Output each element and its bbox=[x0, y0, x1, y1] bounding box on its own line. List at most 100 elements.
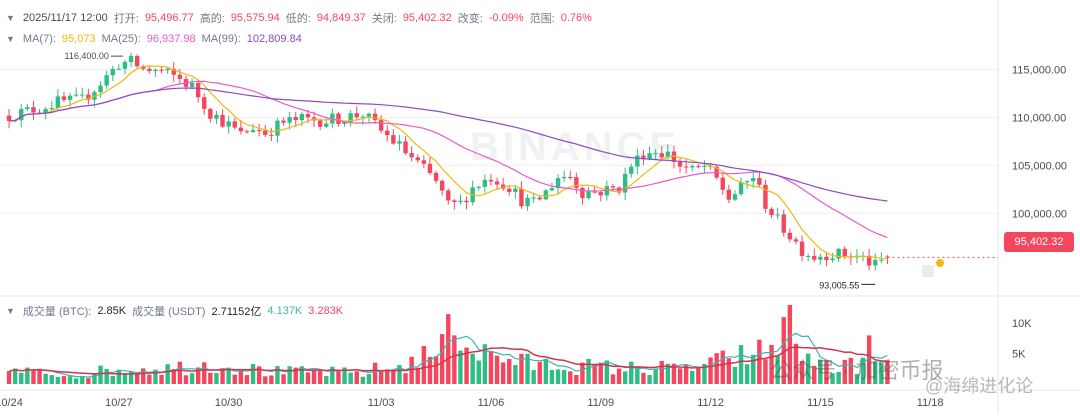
candle-up bbox=[214, 114, 219, 119]
volume-bar-down bbox=[885, 360, 890, 384]
ma25-label: MA(25): bbox=[101, 33, 141, 45]
volume-bar-down bbox=[238, 369, 244, 384]
range-label: 范围: bbox=[529, 13, 555, 25]
volume-bar-up bbox=[360, 376, 366, 384]
candle-down bbox=[537, 197, 542, 200]
candle-down bbox=[574, 177, 579, 188]
volume-bar-up bbox=[275, 366, 280, 384]
candle-down bbox=[568, 177, 573, 179]
volume-bar-down bbox=[726, 358, 732, 384]
volume-bar-down bbox=[385, 369, 390, 384]
volume-bar-down bbox=[409, 356, 414, 384]
volume-bar-down bbox=[464, 347, 469, 384]
candle-up bbox=[55, 96, 61, 108]
volume-bar-down bbox=[787, 305, 793, 384]
volume-bar-down bbox=[86, 378, 91, 384]
candle-down bbox=[519, 188, 524, 207]
volume-bar-up bbox=[622, 371, 628, 384]
candle-up bbox=[250, 130, 256, 132]
candle-up bbox=[110, 68, 115, 76]
candle-up bbox=[744, 181, 750, 183]
close-value: 95,402.32 bbox=[402, 12, 452, 24]
ma7-label: MA(7): bbox=[22, 33, 56, 45]
candle-down bbox=[421, 160, 427, 164]
volume-bar-up bbox=[67, 376, 73, 384]
candle-up bbox=[513, 188, 518, 192]
collapse-caret-icon[interactable]: ▼ bbox=[6, 13, 15, 23]
candle-down bbox=[354, 113, 359, 118]
candle-down bbox=[409, 153, 414, 158]
volume-bar-down bbox=[452, 335, 457, 384]
volume-bar-up bbox=[854, 374, 860, 384]
candle-down bbox=[238, 127, 244, 132]
volume-bar-up bbox=[80, 375, 85, 384]
candle-down bbox=[439, 180, 445, 191]
open-label: 打开: bbox=[113, 13, 139, 25]
volume-bar-up bbox=[818, 359, 823, 384]
candle-up bbox=[287, 117, 292, 123]
candle-up bbox=[531, 197, 536, 199]
candle-down bbox=[177, 74, 183, 79]
volume-bar-up bbox=[19, 372, 24, 384]
candle-down bbox=[372, 113, 378, 121]
time-tick-label: 10/30 bbox=[215, 397, 243, 409]
candle-down bbox=[195, 82, 201, 98]
time-tick-label: 11/09 bbox=[587, 397, 614, 409]
volume-bar-up bbox=[830, 373, 835, 384]
volume-bar-up bbox=[738, 345, 744, 384]
candle-up bbox=[775, 214, 780, 216]
volume-bar-up bbox=[342, 367, 347, 384]
volume-bar-up bbox=[330, 366, 335, 384]
volume-bar-up bbox=[25, 367, 30, 384]
candle-down bbox=[433, 172, 439, 181]
volume-bar-down bbox=[311, 369, 317, 384]
volume-bar-up bbox=[513, 365, 518, 384]
candle-up bbox=[25, 107, 30, 109]
volume-bar-down bbox=[677, 368, 683, 384]
candle-up bbox=[873, 259, 878, 266]
volume-bar-up bbox=[153, 369, 158, 384]
candle-up bbox=[561, 177, 567, 179]
volume-bar-down bbox=[592, 363, 597, 384]
volume-tick-label: 10K bbox=[1012, 318, 1032, 330]
volume-bar-up bbox=[543, 358, 549, 384]
candle-up bbox=[366, 113, 372, 117]
volume-collapse-caret-icon[interactable]: ▼ bbox=[6, 306, 15, 316]
volume-bar-down bbox=[372, 362, 378, 384]
candle-up bbox=[80, 94, 85, 96]
candle-up bbox=[476, 186, 481, 188]
candle-down bbox=[763, 184, 768, 209]
volume-bar-down bbox=[177, 361, 183, 384]
volume-bar-up bbox=[348, 372, 353, 384]
candle-down bbox=[464, 200, 469, 203]
candle-up bbox=[397, 141, 402, 144]
volume-bar-down bbox=[757, 339, 762, 384]
candle-down bbox=[220, 114, 225, 127]
candle-down bbox=[134, 55, 140, 67]
volume-bar-up bbox=[214, 373, 219, 384]
candle-down bbox=[720, 177, 725, 190]
close-label: 关闭: bbox=[371, 13, 397, 25]
candle-up bbox=[482, 179, 488, 187]
candle-down bbox=[799, 241, 805, 256]
candle-up bbox=[586, 191, 591, 199]
volume-bar-down bbox=[202, 362, 207, 384]
candle-down bbox=[598, 192, 603, 196]
volume-bar-down bbox=[195, 367, 201, 384]
volume-bar-down bbox=[183, 375, 189, 384]
volume-bar-up bbox=[299, 366, 305, 384]
volume-bar-down bbox=[671, 363, 677, 384]
ma25-line bbox=[9, 80, 888, 239]
volume-bar-down bbox=[610, 374, 616, 384]
volume-bar-up bbox=[287, 366, 292, 384]
candle-down bbox=[37, 112, 42, 114]
candle-down bbox=[378, 120, 384, 131]
volume-bar-down bbox=[378, 371, 384, 384]
volume-bar-down bbox=[263, 376, 268, 384]
candle-down bbox=[757, 178, 762, 185]
ma-collapse-caret-icon[interactable]: ▼ bbox=[6, 34, 15, 44]
volume-bar-up bbox=[366, 374, 372, 384]
candle-down bbox=[6, 115, 12, 121]
volume-bar-down bbox=[256, 366, 262, 384]
